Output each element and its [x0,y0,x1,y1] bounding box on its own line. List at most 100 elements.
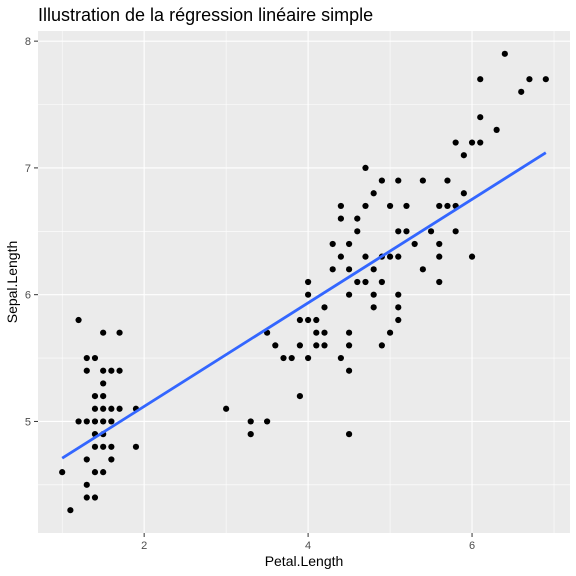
data-point [91,494,99,501]
chart-title: Illustration de la régression linéaire s… [38,5,373,25]
data-point [403,228,410,235]
data-point [59,469,66,476]
data-point [83,354,90,362]
data-point [91,354,99,362]
data-point [100,367,107,374]
data-point [296,342,304,349]
data-point [91,469,99,476]
y-axis: 5 6 7 8 [25,36,38,428]
data-point [493,126,500,133]
data-point [296,392,304,400]
data-point [304,354,312,362]
data-point [296,316,304,324]
data-point [83,418,90,425]
data-point [403,202,410,210]
data-point [354,228,361,235]
data-point [395,316,402,324]
data-point [468,139,476,146]
data-point [436,202,443,210]
data-point [100,329,107,336]
data-point [329,240,336,248]
y-tick-label: 5 [25,416,31,428]
data-point [468,253,476,260]
data-point [83,481,90,488]
data-point [436,253,443,260]
major-gridlines [38,31,570,533]
data-point [460,152,467,159]
data-point [386,202,394,210]
data-point [345,329,353,336]
data-point [337,253,344,260]
data-point [108,443,115,450]
data-point [83,367,90,374]
x-axis: 2 4 6 [141,533,475,552]
data-point [395,291,402,298]
data-point [345,367,353,374]
data-point [378,177,385,184]
data-point [362,278,369,286]
data-point [370,266,377,273]
data-point [436,278,443,286]
x-tick-label: 2 [141,540,147,552]
data-point [75,418,82,425]
data-point [337,215,344,222]
data-point [75,316,82,324]
data-point [444,202,451,210]
data-point [100,469,107,476]
data-point [116,367,123,374]
data-point [362,202,369,210]
data-point [477,139,484,146]
data-point [386,253,394,260]
data-point [108,367,115,374]
data-point [452,139,459,146]
data-point [345,431,353,438]
data-point [354,215,361,222]
data-point [132,443,140,450]
data-point [313,342,320,349]
data-point [452,228,459,235]
data-point [304,291,312,298]
x-tick-label: 6 [469,540,475,552]
data-point [100,380,107,387]
data-point [370,291,377,298]
data-point [280,354,287,362]
y-tick-label: 7 [25,163,31,175]
data-point [526,76,533,83]
data-point [345,266,353,273]
data-point [395,177,402,184]
data-point [395,228,402,235]
data-point [116,405,123,412]
data-point [108,418,115,425]
data-point [247,431,254,438]
regression-line [61,151,547,460]
data-point [518,88,525,95]
data-point [419,266,426,273]
data-point [378,278,385,286]
data-point [108,405,115,412]
data-point [100,405,107,412]
data-point [411,240,418,248]
data-point [542,76,549,83]
data-point [386,329,394,336]
data-point [83,456,90,463]
x-axis-title: Petal.Length [265,553,344,569]
data-point [321,342,328,349]
data-point [436,240,443,248]
data-point [477,76,484,83]
x-tick-label: 4 [305,540,311,552]
data-point [304,278,312,286]
data-point [100,392,107,400]
data-point [345,240,353,248]
data-point [395,253,402,260]
data-point [313,316,320,324]
data-point [345,291,353,298]
data-point [370,190,377,197]
data-point [501,50,508,57]
data-points [59,50,549,514]
data-point [337,202,344,210]
y-tick-label: 6 [25,290,31,302]
data-point [100,443,107,450]
data-point [91,443,99,450]
data-point [329,266,336,273]
